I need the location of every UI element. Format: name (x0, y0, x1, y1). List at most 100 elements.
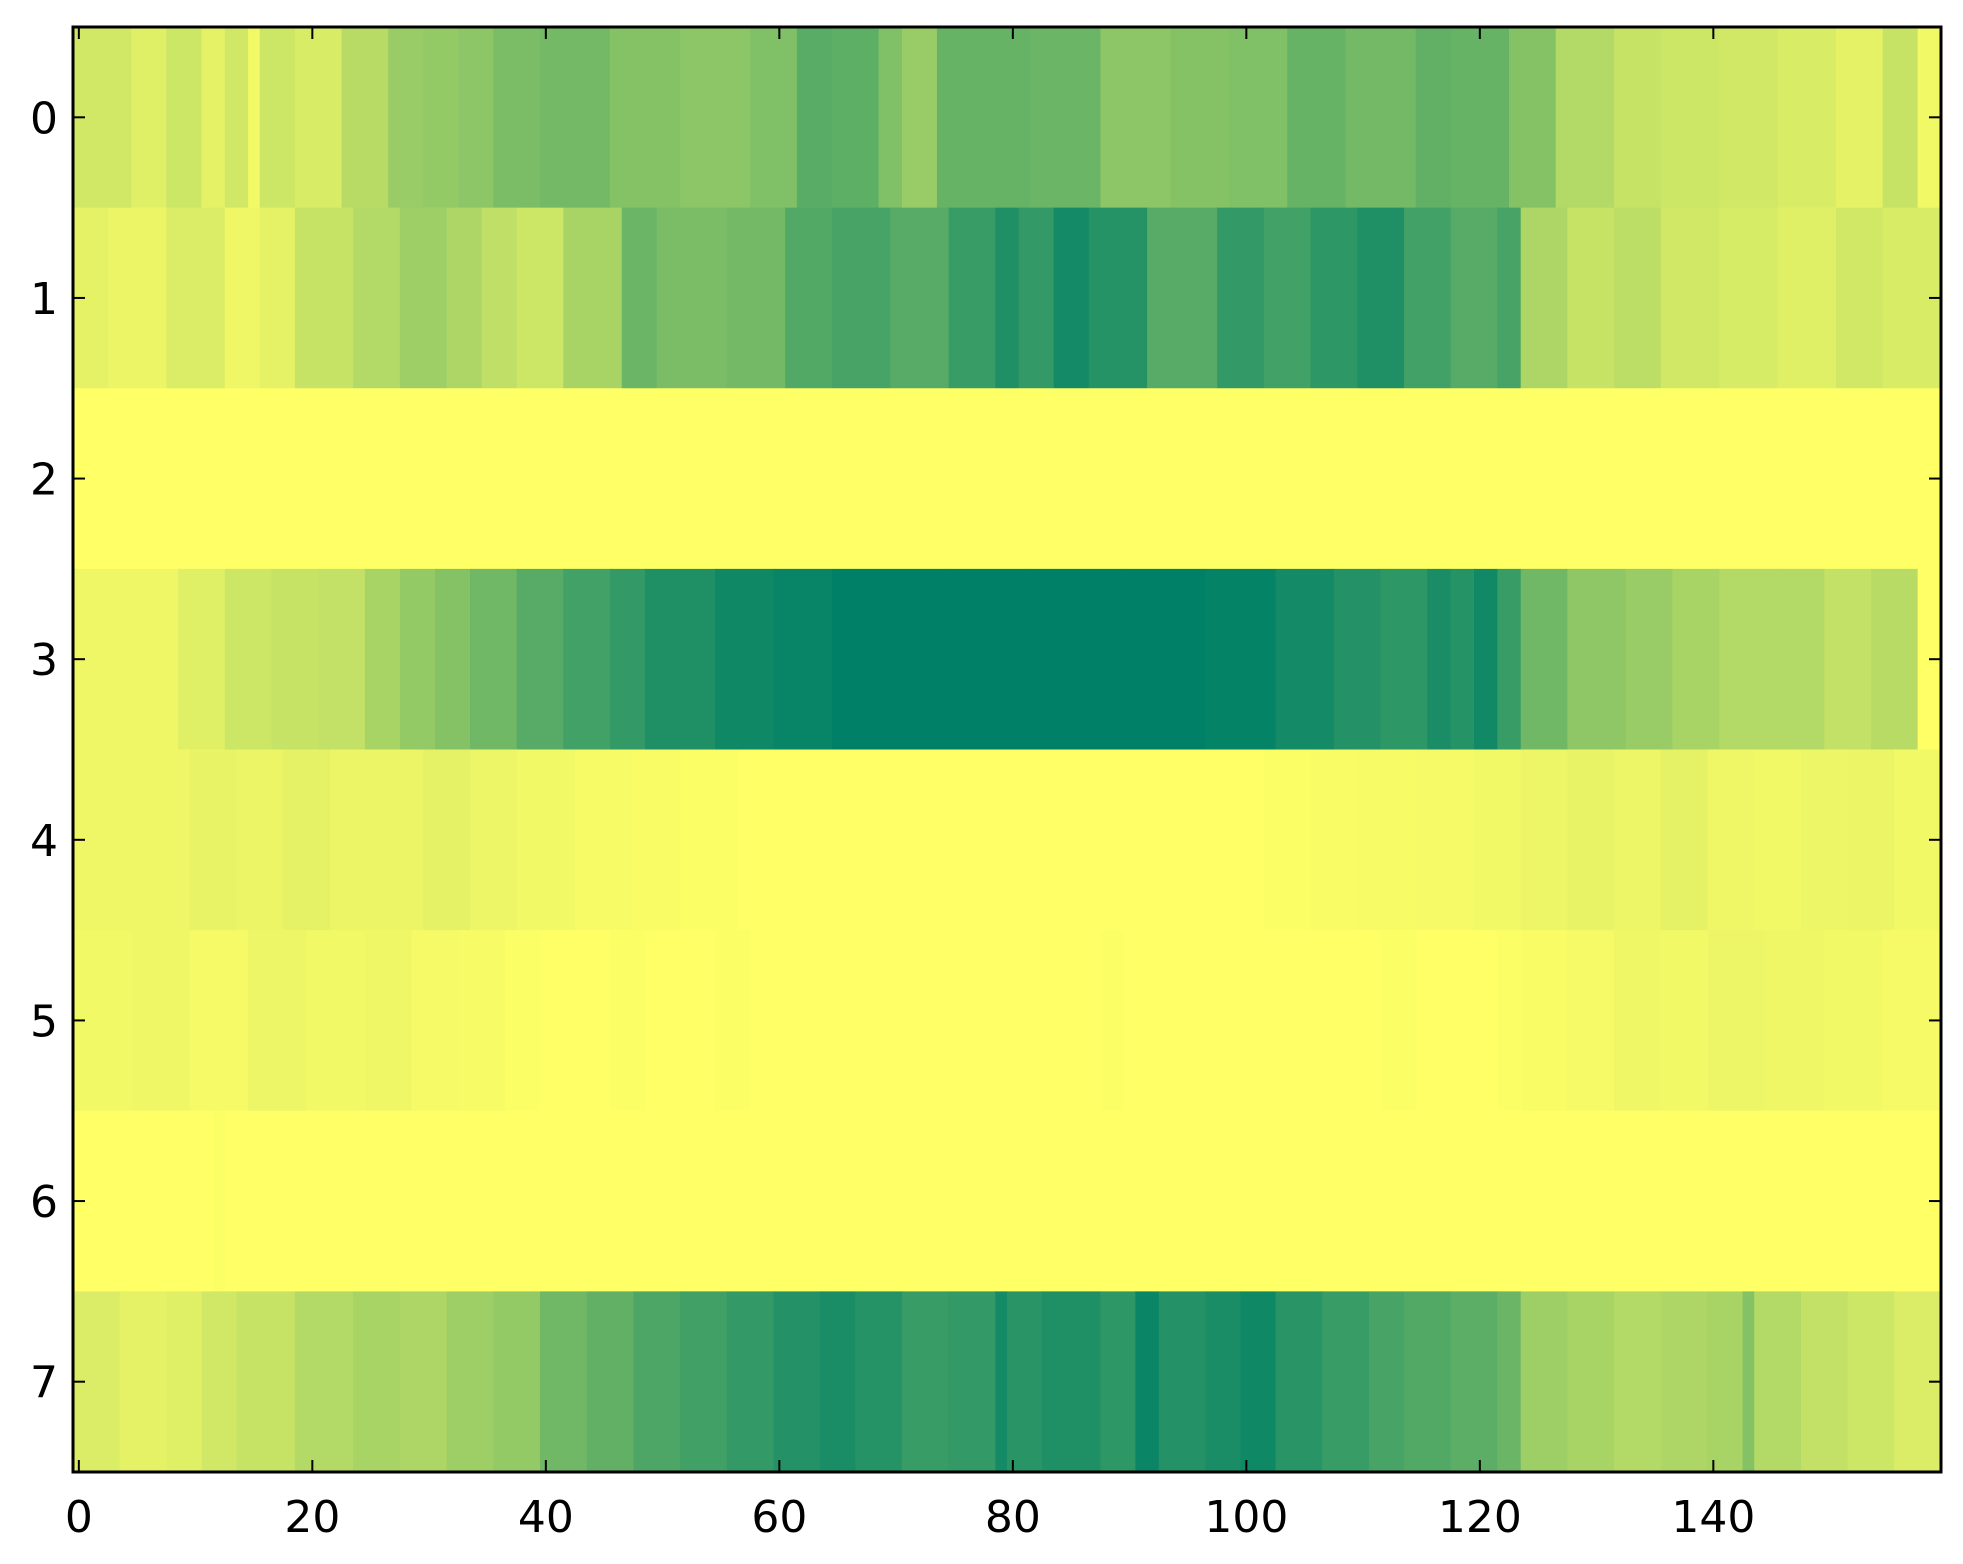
heatmap-cell (259, 27, 296, 209)
heatmap-cell (1719, 27, 1779, 209)
heatmap-cells (73, 27, 1942, 1473)
heatmap-cell (1030, 568, 1125, 751)
heatmap-cell (1765, 930, 1825, 1112)
heatmap-cell (388, 27, 424, 209)
heatmap-cell (633, 1291, 681, 1473)
heatmap-cell (1555, 27, 1615, 209)
heatmap-cell (785, 207, 833, 389)
y-tick-label: 5 (30, 996, 58, 1047)
heatmap-cell (73, 388, 1942, 570)
y-tick-label: 3 (30, 635, 58, 686)
heatmap-cell (1450, 27, 1510, 209)
heatmap-cell (1520, 1291, 1568, 1473)
heatmap-cell (178, 568, 226, 751)
heatmap-cell (1835, 207, 1884, 389)
heatmap-cell (1450, 207, 1498, 389)
heatmap-cell (645, 568, 716, 751)
heatmap-cell (423, 749, 471, 931)
x-tick-label: 40 (518, 1492, 574, 1543)
heatmap-cell (1205, 1291, 1242, 1473)
heatmap-cell (715, 568, 775, 751)
heatmap-cell (1707, 930, 1767, 1112)
heatmap-cell (610, 27, 681, 209)
heatmap-cell (119, 1291, 167, 1473)
heatmap-cell (399, 1291, 448, 1473)
heatmap-cell (610, 568, 646, 751)
heatmap-cell (1240, 930, 1382, 1112)
heatmap-cell (1754, 749, 1802, 931)
heatmap-cell (1824, 568, 1872, 751)
heatmap-cell (1660, 930, 1709, 1112)
heatmap-cell (1275, 568, 1335, 751)
heatmap-cell (750, 27, 798, 209)
heatmap-cell (1415, 27, 1452, 209)
heatmap-cell (1660, 207, 1720, 389)
heatmap-cell (1567, 930, 1615, 1112)
heatmap-cell (108, 207, 168, 389)
heatmap-cell (1403, 1291, 1452, 1473)
x-tick-label: 0 (65, 1492, 93, 1543)
heatmap-cell (1333, 568, 1382, 751)
heatmap-cell (726, 1291, 775, 1473)
x-tick-labels: 0 20 40 60 80 100 120 140 (65, 1492, 1755, 1543)
heatmap-cell (1497, 568, 1522, 751)
heatmap-cell (831, 207, 891, 389)
heatmap-cell (1357, 749, 1417, 931)
heatmap-cell (1263, 207, 1312, 389)
heatmap-cell (446, 207, 483, 389)
heatmap-cell (1100, 1291, 1137, 1473)
heatmap-cell (166, 27, 203, 209)
y-tick-label: 4 (30, 816, 58, 867)
heatmap-cell (73, 1110, 214, 1292)
heatmap-cell (1614, 930, 1662, 1112)
heatmap-cell (434, 568, 471, 751)
x-tick-label: 100 (1204, 1492, 1288, 1543)
heatmap-cell (458, 27, 494, 209)
heatmap-cell (656, 207, 728, 389)
heatmap-cell (1509, 27, 1557, 209)
heatmap-cell (364, 568, 401, 751)
heatmap-cell (1123, 568, 1207, 751)
heatmap-cell (189, 930, 249, 1112)
heatmap-cell (1310, 749, 1358, 931)
heatmap-cell (1240, 1291, 1277, 1473)
heatmap-cell (1450, 1291, 1498, 1473)
heatmap-cell (1614, 27, 1662, 209)
heatmap-cell (1567, 1291, 1615, 1473)
heatmap-cell (213, 1110, 226, 1292)
heatmap-cell (73, 568, 179, 751)
heatmap-cell (621, 207, 658, 389)
heatmap-cell (1380, 930, 1417, 1112)
heatmap-cell (680, 27, 751, 209)
heatmap-cell (516, 207, 564, 389)
y-tick-label: 7 (30, 1358, 58, 1409)
heatmap-cell (1824, 930, 1884, 1112)
heatmap-cell (890, 207, 950, 389)
heatmap-cell (1450, 568, 1475, 751)
heatmap-cell (294, 1291, 354, 1473)
heatmap-cell (1263, 749, 1312, 931)
heatmap-cell (995, 1291, 1008, 1473)
heatmap-cell (341, 27, 389, 209)
heatmap-cell (1007, 1291, 1043, 1473)
heatmap-cell (1287, 27, 1347, 209)
plot-frame (71, 25, 1943, 1474)
heatmap-cell (306, 930, 366, 1112)
heatmap-cell (1567, 207, 1615, 389)
heatmap-cell (1088, 207, 1148, 389)
heatmap-cell (563, 207, 623, 389)
heatmap-cell (236, 749, 284, 931)
heatmap-cell (493, 27, 541, 209)
heatmap-cell (831, 568, 950, 751)
heatmap-cell (878, 27, 903, 209)
heatmap-cell (259, 207, 296, 389)
heatmap-cell (248, 930, 308, 1112)
heatmap-cell (283, 749, 331, 931)
heatmap-cell (1403, 207, 1452, 389)
heatmap-cell (1567, 749, 1615, 931)
heatmap-cell (855, 1291, 903, 1473)
heatmap-cell (294, 207, 354, 389)
heatmap-cell (1497, 207, 1522, 389)
heatmap-cell (1707, 1291, 1744, 1473)
heatmap-cell (1380, 568, 1428, 751)
